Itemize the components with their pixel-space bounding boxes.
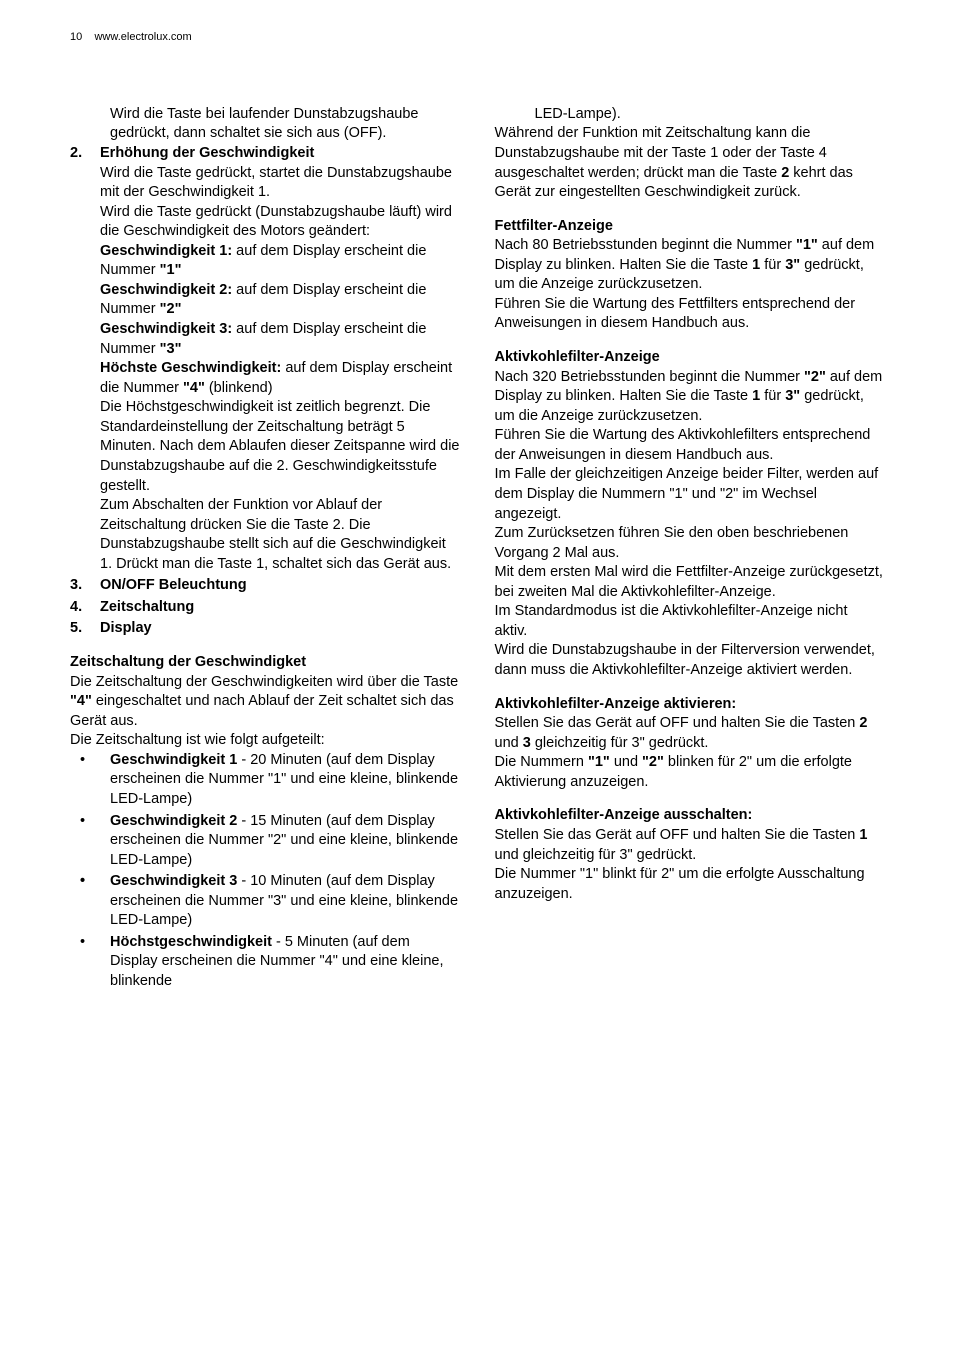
item-number: 5. (70, 619, 100, 639)
body-text: Wird die Dunstabzugshaube in der Filterv… (495, 641, 885, 680)
body-text: Die Nummer "1" blinkt für 2" um die erfo… (495, 865, 885, 904)
body-text: Führen Sie die Wartung des Aktivkohlefil… (495, 426, 885, 465)
right-column: LED-Lampe). Während der Funktion mit Zei… (495, 105, 885, 994)
section-heading: Aktivkohlefilter-Anzeige (495, 348, 885, 368)
item-title: ON/OFF Beleuchtung (100, 576, 460, 596)
body-text: Die Zeitschaltung ist wie folgt aufgetei… (70, 731, 460, 751)
speed-line: Höchste Geschwindigkeit: auf dem Display… (100, 359, 460, 398)
speed-line: Geschwindigkeit 3: auf dem Display ersch… (100, 320, 460, 359)
speed-line: Geschwindigkeit 2: auf dem Display ersch… (100, 281, 460, 320)
bullet-icon: • (80, 933, 110, 992)
bullet-icon: • (80, 751, 110, 810)
section-heading: Aktivkohlefilter-Anzeige ausschalten: (495, 806, 885, 826)
body-text: Nach 320 Betriebsstunden beginnt die Num… (495, 368, 885, 427)
page-number: 10 (70, 31, 82, 43)
speed-line: Geschwindigkeit 1: auf dem Display ersch… (100, 242, 460, 281)
header-url: www.electrolux.com (94, 31, 191, 43)
body-text: Wird die Taste gedrückt, startet die Dun… (100, 164, 460, 203)
bullet-icon: • (80, 872, 110, 931)
item-number: 4. (70, 598, 100, 618)
body-text: Stellen Sie das Gerät auf OFF und halten… (495, 714, 885, 753)
section-heading: Aktivkohlefilter-Anzeige aktivieren: (495, 695, 885, 715)
body-text: Wird die Taste gedrückt (Dunstabzugshaub… (100, 203, 460, 242)
bullet-item: •Geschwindigkeit 3 - 10 Minuten (auf dem… (80, 872, 460, 931)
section-heading: Zeitschaltung der Geschwindigket (70, 653, 460, 673)
body-text: Die Höchstgeschwindigkeit ist zeitlich b… (100, 398, 460, 496)
item-title: Erhöhung der Geschwindigkeit (100, 144, 460, 164)
body-text: Nach 80 Betriebsstunden beginnt die Numm… (495, 236, 885, 295)
body-text: Die Nummern "1" und "2" blinken für 2" u… (495, 753, 885, 792)
body-text: Im Standardmodus ist die Aktivkohlefilte… (495, 602, 885, 641)
list-item-2: 2. Erhöhung der Geschwindigkeit Wird die… (70, 144, 460, 574)
bullet-item: •Höchstgeschwindigkeit - 5 Minuten (auf … (80, 933, 460, 992)
body-text: Stellen Sie das Gerät auf OFF und halten… (495, 826, 885, 865)
list-item-4: 4.Zeitschaltung (70, 598, 460, 618)
section-heading: Fettfilter-Anzeige (495, 217, 885, 237)
list-item-5: 5.Display (70, 619, 460, 639)
body-text: Im Falle der gleichzeitigen Anzeige beid… (495, 465, 885, 524)
body-text: Führen Sie die Wartung des Fettfilters e… (495, 295, 885, 334)
body-text: Zum Abschalten der Funktion vor Ablauf d… (100, 496, 460, 574)
content-columns: Wird die Taste bei laufender Dunstabzugs… (70, 105, 884, 994)
left-column: Wird die Taste bei laufender Dunstabzugs… (70, 105, 460, 994)
body-text: Mit dem ersten Mal wird die Fettfilter-A… (495, 563, 885, 602)
page-header: 10 www.electrolux.com (70, 30, 884, 45)
item-number: 2. (70, 144, 100, 574)
list-item-3: 3.ON/OFF Beleuchtung (70, 576, 460, 596)
body-text: Zum Zurücksetzen führen Sie den oben bes… (495, 524, 885, 563)
bullet-item: •Geschwindigkeit 2 - 15 Minuten (auf dem… (80, 812, 460, 871)
item-number: 3. (70, 576, 100, 596)
bullet-icon: • (80, 812, 110, 871)
body-text: Während der Funktion mit Zeitschaltung k… (495, 124, 885, 202)
item-title: Display (100, 619, 460, 639)
body-text: LED-Lampe). (535, 105, 885, 125)
body-text: Die Zeitschaltung der Geschwindigkeiten … (70, 673, 460, 732)
item-title: Zeitschaltung (100, 598, 460, 618)
bullet-item: •Geschwindigkeit 1 - 20 Minuten (auf dem… (80, 751, 460, 810)
intro-text: Wird die Taste bei laufender Dunstabzugs… (110, 105, 460, 144)
